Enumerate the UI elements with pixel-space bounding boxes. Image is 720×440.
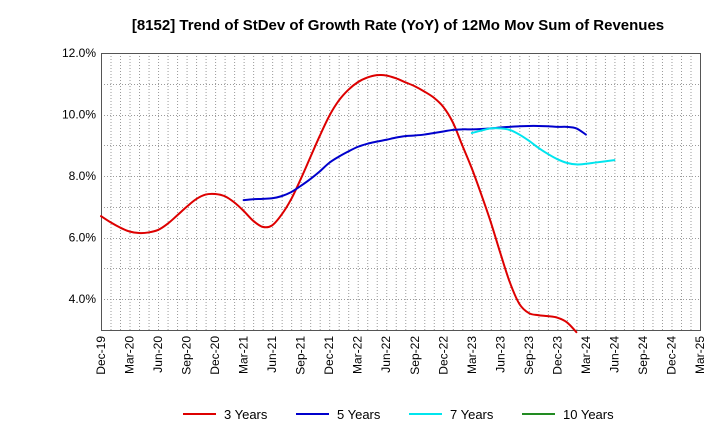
y-tick-label: 8.0% [69,169,97,183]
x-tick-label: Sep-24 [636,336,650,375]
series-line-3-years [100,73,578,334]
legend-label: 7 Years [450,407,494,422]
y-tick-label: 10.0% [62,108,96,122]
x-tick-label: Sep-20 [180,336,194,375]
series-line-5-years [242,124,587,202]
x-tick-label: Jun-24 [607,336,621,373]
x-tick-label: Mar-24 [579,336,593,374]
x-tick-label: Sep-22 [408,336,422,375]
x-tick-label: Jun-23 [493,336,507,373]
legend-label: 10 Years [563,407,614,422]
x-tick-label: Dec-23 [550,336,564,375]
x-tick-label: Dec-21 [322,336,336,375]
x-tick-label: Dec-22 [436,336,450,375]
x-tick-label: Jun-22 [379,336,393,373]
x-tick-label: Mar-20 [123,336,137,374]
plot-border [101,53,701,331]
y-tick-label: 12.0% [62,46,96,60]
x-tick-label: Mar-22 [351,336,365,374]
x-tick-label: Sep-21 [294,336,308,375]
chart-title: [8152] Trend of StDev of Growth Rate (Yo… [132,17,664,34]
x-tick-label: Dec-19 [94,336,108,375]
series-line-7-years [470,127,616,166]
legend-label: 5 Years [337,407,381,422]
x-tick-label: Mar-21 [237,336,251,374]
legend: 3 Years 5 Years 7 Years 10 Years [183,407,614,422]
plot-background [101,53,700,330]
x-tick-label: Sep-23 [522,336,536,375]
plot-area: 4.0% 6.0% 8.0% 10.0% 12.0% Dec-19 Mar-20 Jun-20… [62,46,707,375]
legend-label: 3 Years [224,407,268,422]
x-tick-label: Dec-20 [208,336,222,375]
x-tick-label: Jun-20 [151,336,165,373]
y-tick-label: 4.0% [69,292,97,306]
x-tick-label: Mar-25 [693,336,707,374]
y-tick-label: 6.0% [69,231,97,245]
x-tick-label: Dec-24 [664,336,678,375]
x-tick-label: Mar-23 [465,336,479,374]
x-tick-label: Jun-21 [265,336,279,373]
